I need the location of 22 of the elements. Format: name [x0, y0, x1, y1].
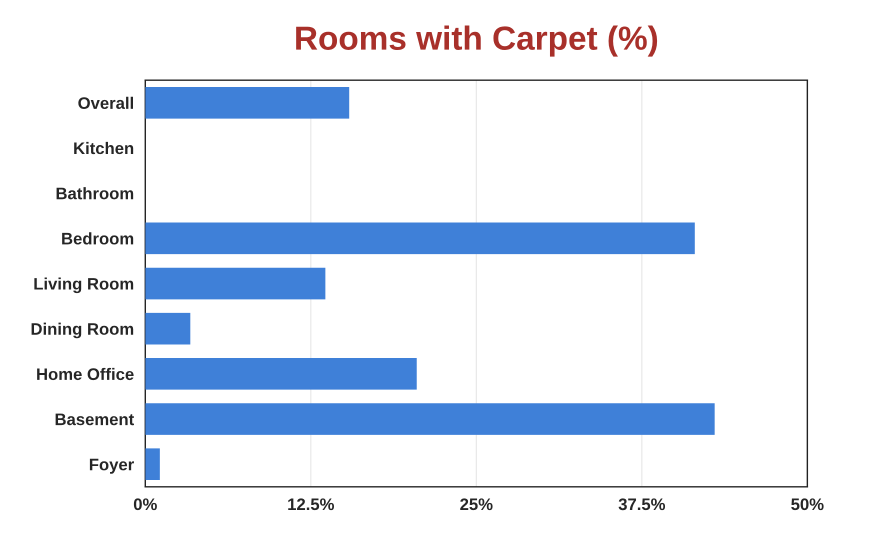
- bar: [145, 86, 350, 119]
- bar: [145, 403, 715, 435]
- x-tick-label: 50%: [791, 498, 824, 510]
- y-tick-label: Bedroom: [62, 232, 134, 245]
- x-tick-label: 12.5%: [288, 498, 334, 510]
- x-tick-label: 25%: [460, 498, 493, 510]
- bar: [145, 222, 695, 254]
- y-tick-label: Kitchen: [74, 142, 134, 154]
- y-tick-label: Overall: [78, 96, 133, 109]
- y-tick-label: Home Office: [37, 368, 134, 380]
- y-tick-label: Living Room: [34, 277, 134, 294]
- bar: [145, 358, 417, 390]
- y-tick-label: Dining Room: [32, 322, 134, 338]
- chart-title: Rooms with Carpet (%): [296, 25, 658, 57]
- x-tick-label: 37.5%: [618, 498, 666, 510]
- bar: [145, 312, 190, 345]
- bar: [145, 448, 160, 480]
- y-tick-label: Foyer: [90, 458, 134, 474]
- y-tick-label: Basement: [56, 414, 134, 426]
- x-tick-label: 0%: [134, 498, 157, 510]
- bar: [145, 268, 326, 300]
- y-tick-label: Bathroom: [56, 187, 134, 200]
